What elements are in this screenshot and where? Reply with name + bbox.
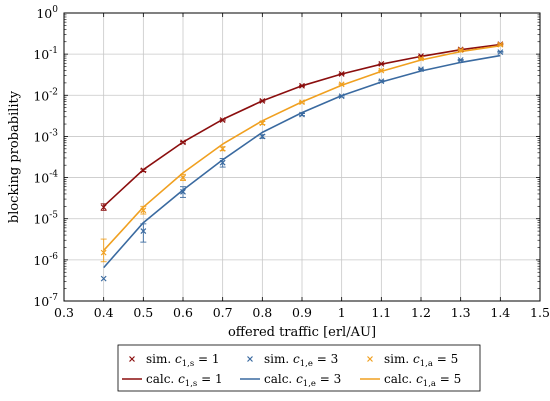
sim-point [338, 81, 345, 88]
y-axis-label: blocking probability [7, 90, 22, 223]
sim-point [100, 204, 107, 211]
x-tick-label: 0.6 [173, 305, 193, 320]
y-tick-label: 10-1 [33, 46, 58, 62]
calc-line [103, 54, 501, 269]
legend-marker [247, 356, 253, 362]
x-tick-label: 0.8 [252, 305, 272, 320]
x-tick-label: 1.5 [530, 305, 550, 320]
x-tick-label: 0.3 [54, 305, 74, 320]
sim-point [418, 66, 424, 73]
x-tick-labels: 0.3 0.4 0.5 0.6 0.7 0.8 0.9 1 1.1 1.2 1.3 1.4 1.5 [54, 305, 550, 320]
y-tick-label: 10-7 [33, 293, 58, 309]
y-tick-label: 10-6 [33, 252, 58, 268]
sim-point [180, 174, 186, 181]
legend-marker [367, 356, 373, 362]
y-tick-label: 10-5 [33, 211, 58, 227]
sim-point [497, 49, 504, 56]
sim-point [219, 159, 226, 166]
x-tick-label: 1.2 [411, 305, 431, 320]
legend-label: sim. c1,e = 3 [264, 352, 338, 369]
legend-label: calc. c1,s = 1 [146, 372, 223, 389]
plot-frame [63, 12, 541, 302]
sim-point [338, 93, 345, 100]
x-axis-label: offered traffic [erl/AU] [228, 325, 376, 340]
sim-point [259, 97, 266, 104]
sim-point [378, 78, 385, 85]
legend-box [117, 344, 481, 392]
sim-series-2 [100, 41, 504, 263]
y-tick-labels: 100 10-1 10-2 10-3 10-4 10-5 10-6 10-7 [33, 5, 58, 309]
sim-point [497, 41, 504, 48]
sim-point [140, 207, 147, 214]
sim-point [259, 133, 266, 140]
sim-point [219, 117, 226, 123]
legend-entry: sim. c1,s = 1 [129, 352, 220, 369]
sim-point [180, 188, 186, 195]
sim-point [457, 57, 464, 63]
sim-series-0 [100, 41, 504, 211]
sim-point [457, 47, 464, 54]
sim-point [259, 120, 266, 127]
x-tick-label: 1.1 [371, 305, 391, 320]
legend-label: sim. c1,a = 5 [384, 352, 458, 369]
series-layer [100, 41, 504, 282]
sim-point [418, 55, 424, 62]
sim-series-1 [100, 49, 504, 282]
y-tick-label: 100 [36, 5, 58, 21]
legend-entry: sim. c1,a = 5 [367, 352, 458, 369]
grid-lines [63, 12, 541, 302]
sim-point [100, 249, 107, 256]
sim-point [338, 71, 345, 77]
sim-point [100, 275, 107, 282]
legend-label: sim. c1,s = 1 [146, 352, 220, 369]
legend: sim. c1,s = 1 sim. c1,e = 3 sim. c1,a = 5 c… [117, 344, 481, 392]
x-tick-label: 1 [338, 305, 346, 320]
x-tick-label: 0.7 [213, 305, 233, 320]
sim-point [299, 99, 305, 106]
legend-entry: calc. c1,a = 5 [360, 372, 461, 389]
y-tick-label: 10-4 [33, 170, 58, 186]
x-tick-label: 1.4 [490, 305, 510, 320]
y-tick-label: 10-2 [33, 87, 58, 103]
sim-point [299, 82, 305, 89]
sim-point [140, 167, 147, 174]
y-tick-label: 10-3 [33, 128, 58, 144]
x-tick-label: 0.5 [133, 305, 153, 320]
sim-point [378, 67, 385, 74]
calc-series-1 [103, 54, 501, 269]
x-tick-label: 0.9 [292, 305, 312, 320]
legend-label: calc. c1,e = 3 [264, 372, 341, 389]
legend-entry: calc. c1,s = 1 [122, 372, 223, 389]
sim-point [299, 111, 305, 118]
legend-entry: calc. c1,e = 3 [240, 372, 341, 389]
sim-point [140, 228, 147, 235]
legend-marker [129, 356, 135, 362]
legend-label: calc. c1,a = 5 [384, 372, 461, 389]
x-tick-label: 0.4 [94, 305, 114, 320]
legend-entry: sim. c1,e = 3 [247, 352, 338, 369]
sim-point [219, 145, 226, 152]
sim-point [378, 60, 385, 67]
x-tick-label: 1.3 [451, 305, 471, 320]
sim-point [180, 139, 186, 146]
